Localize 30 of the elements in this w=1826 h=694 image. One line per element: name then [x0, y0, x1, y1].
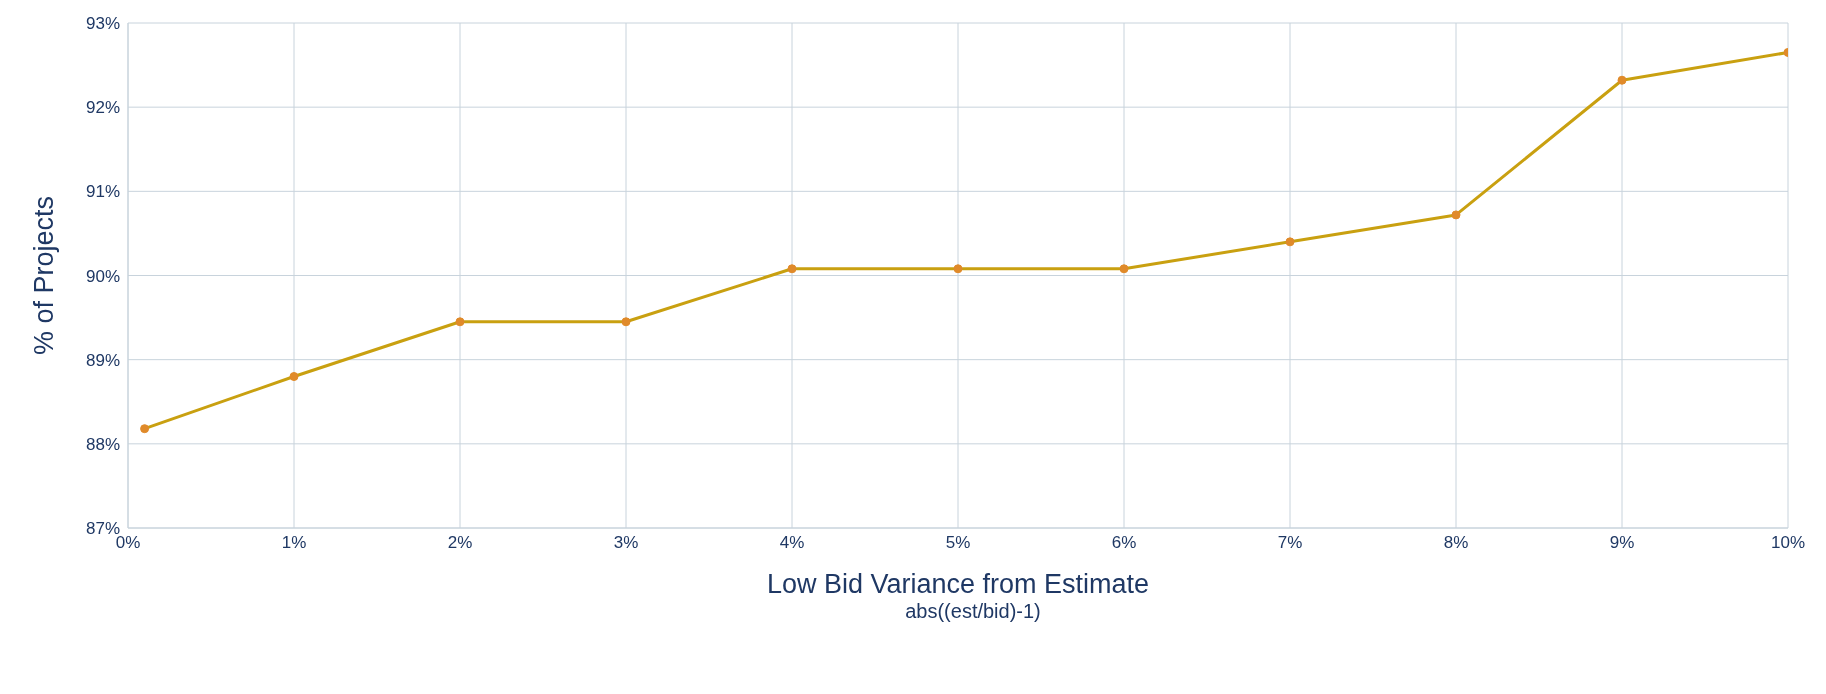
point	[1617, 75, 1627, 85]
x-tick-label: 7%	[1277, 533, 1303, 553]
point	[289, 372, 299, 381]
y-tick-label: 93%	[85, 14, 120, 34]
y-tick-label: 88%	[85, 434, 120, 454]
point	[953, 264, 963, 274]
y-axis-title: % of Projects	[28, 195, 59, 356]
x-tick-label: 2%	[447, 533, 473, 553]
y-tick-label: 91%	[85, 182, 120, 202]
x-tick-label: 6%	[1111, 533, 1137, 553]
x-tick-label: 10%	[1770, 533, 1806, 553]
text: abs((est/bid)-1)	[904, 600, 1042, 623]
x-tick-label: 4%	[779, 533, 805, 553]
point	[621, 317, 631, 327]
x-axis-title: Low Bid Variance from Estimate	[766, 569, 1150, 599]
point	[455, 317, 465, 327]
x-tick-label: 8%	[1443, 533, 1469, 553]
point	[1119, 264, 1129, 274]
x-tick-label: 9%	[1609, 533, 1635, 553]
point	[140, 424, 150, 434]
point	[1285, 237, 1295, 247]
x-tick-label: 0%	[115, 533, 141, 553]
y-tick-label: 90%	[85, 266, 120, 286]
point	[787, 264, 797, 274]
x-tick-label: 1%	[281, 533, 307, 553]
x-tick-label: 3%	[613, 533, 639, 553]
y-tick-label: 89%	[85, 350, 120, 370]
y-tick-label: 92%	[85, 98, 120, 118]
x-tick-label: 5%	[945, 533, 971, 553]
point	[1451, 210, 1461, 220]
